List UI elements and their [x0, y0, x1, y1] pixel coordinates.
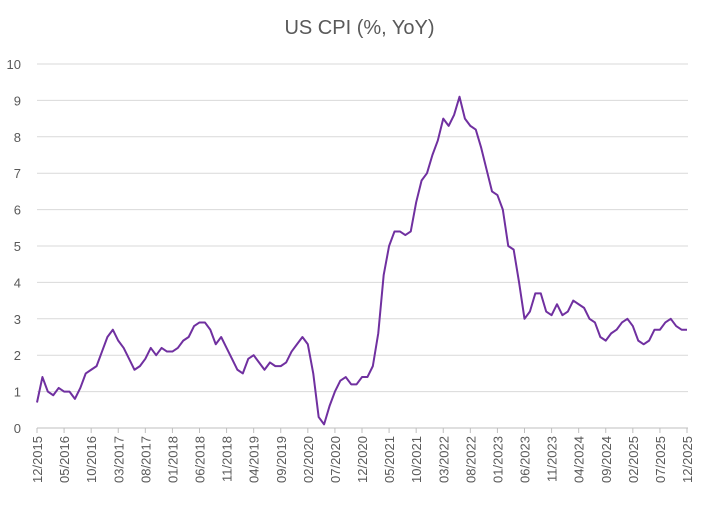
y-tick-label: 4 [14, 275, 21, 290]
x-tick-label: 05/2016 [57, 436, 72, 483]
x-tick-label: 04/2019 [247, 436, 262, 483]
y-tick-label: 9 [14, 93, 21, 108]
x-tick-label: 05/2021 [382, 436, 397, 483]
series-layer [36, 95, 687, 426]
x-tick-label: 04/2024 [572, 436, 587, 483]
x-tick-label: 02/2025 [626, 436, 641, 483]
y-tick-label: 5 [14, 239, 21, 254]
x-axis: 12/2015 05/2016 10/2016 03/2017 08/2017 01/20… [30, 428, 695, 483]
y-tick-label: 2 [14, 348, 21, 363]
chart-title: US CPI (%, YoY) [284, 17, 435, 39]
y-tick-label: 8 [14, 130, 21, 145]
x-tick-label: 06/2018 [193, 436, 208, 483]
x-tick-label: 08/2017 [138, 436, 153, 483]
x-tick-label: 10/2016 [84, 436, 99, 483]
x-tick-label: 01/2018 [165, 436, 180, 483]
y-tick-label: 6 [14, 203, 21, 218]
x-tick-label: 11/2018 [220, 436, 235, 482]
x-tick-label: 03/2017 [111, 436, 126, 483]
x-tick-label: 03/2022 [436, 436, 451, 483]
x-tick-label: 08/2022 [463, 436, 478, 483]
series-line-us-cpi [36, 95, 687, 426]
x-tick-label: 07/2020 [328, 436, 343, 483]
x-tick-label: 02/2020 [301, 436, 316, 483]
y-tick-label: 10 [7, 57, 21, 72]
x-tick-label: 09/2019 [274, 436, 289, 483]
x-tick-label: 07/2025 [653, 436, 668, 483]
y-tick-label: 7 [14, 166, 21, 181]
y-tick-label: 1 [14, 385, 21, 400]
x-tick-label: 12/2015 [30, 436, 45, 483]
gridlines [37, 63, 688, 429]
x-tick-label: 10/2021 [409, 436, 424, 483]
x-tick-label: 01/2023 [490, 436, 505, 483]
x-tick-label: 11/2023 [545, 436, 560, 482]
y-tick-label: 0 [14, 421, 21, 436]
x-tick-label: 06/2023 [518, 436, 533, 483]
x-tick-label: 09/2024 [599, 436, 614, 483]
y-axis: 0 1 2 3 4 5 6 7 8 9 10 [7, 57, 21, 436]
x-tick-label: 12/2020 [355, 436, 370, 483]
y-tick-label: 3 [14, 312, 21, 327]
x-tick-label: 12/2025 [680, 436, 695, 483]
